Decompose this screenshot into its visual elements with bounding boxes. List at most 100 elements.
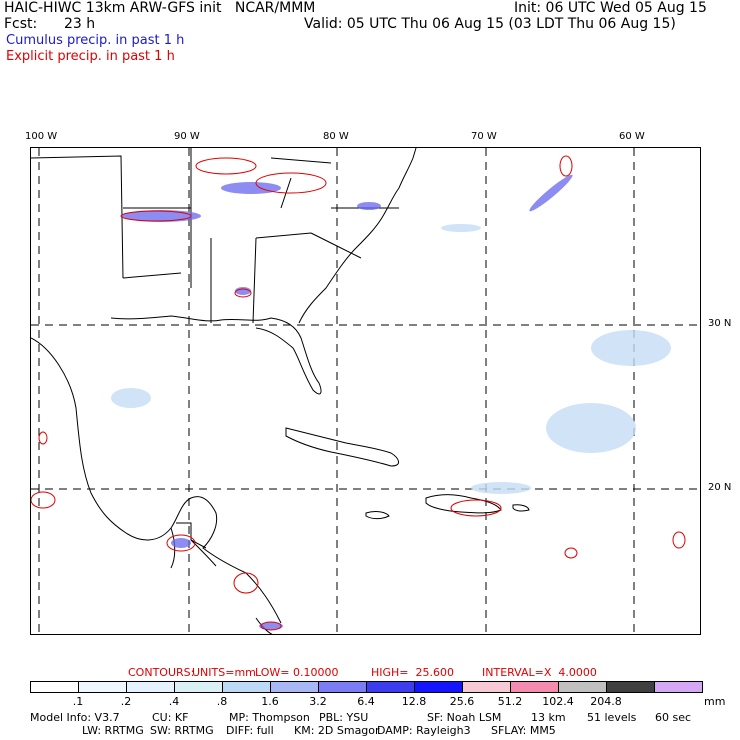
gulf-coast-usa bbox=[110, 315, 322, 395]
legend-explicit: Explicit precip. in past 1 h bbox=[6, 49, 175, 64]
lon-label-60w: 60 W bbox=[619, 131, 645, 142]
contours-low: LOW= 0.10000 bbox=[255, 666, 339, 679]
map-svg bbox=[31, 148, 700, 634]
state-borders bbox=[31, 148, 399, 324]
colorbar-tick-label: 6.4 bbox=[357, 695, 375, 708]
explicit-contour-georgia bbox=[234, 288, 252, 298]
explicit-contour-honduras bbox=[233, 572, 259, 594]
costa-rica-coast bbox=[255, 617, 273, 634]
light-precip-area-1 bbox=[591, 330, 671, 366]
colorbar-segment bbox=[414, 681, 463, 693]
colorbar-tick-label: .2 bbox=[120, 695, 132, 708]
lon-label-90w: 90 W bbox=[174, 131, 200, 142]
forecast-label: Fcst: bbox=[4, 16, 38, 32]
cumulus-cell-virginia bbox=[357, 202, 381, 210]
light-precip-area-4 bbox=[111, 388, 151, 408]
explicit-contour-ohio bbox=[255, 172, 327, 194]
cumulus-band-atlantic bbox=[529, 174, 573, 212]
contours-label: CONTOURS: bbox=[128, 666, 195, 679]
colorbar-tick-label: 204.8 bbox=[590, 695, 622, 708]
model-info-item: DIFF: full bbox=[226, 724, 274, 737]
explicit-contour-hispaniola bbox=[450, 499, 502, 517]
init-time: Init: 06 UTC Wed 05 Aug 15 bbox=[514, 0, 707, 16]
coastlines bbox=[31, 148, 530, 634]
light-precip-area-3 bbox=[441, 224, 481, 232]
colorbar-tick-label: 1.6 bbox=[261, 695, 279, 708]
model-info-item: PBL: YSU bbox=[319, 711, 369, 724]
valid-time: Valid: 05 UTC Thu 06 Aug 15 (03 LDT Thu … bbox=[304, 16, 676, 32]
cuba bbox=[285, 427, 399, 467]
model-info-item: DAMP: Rayleigh3 bbox=[377, 724, 471, 737]
cumulus-cell-georgia bbox=[235, 287, 251, 295]
light-precip-area-2 bbox=[546, 403, 636, 453]
precip-map bbox=[30, 147, 701, 635]
graticule bbox=[31, 148, 700, 634]
colorbar-segment bbox=[654, 681, 703, 693]
model-info-item: LW: RRTMG bbox=[82, 724, 144, 737]
contours-interval: INTERVAL=X 4.0000 bbox=[482, 666, 597, 679]
model-info-item: MP: Thompson bbox=[229, 711, 310, 724]
model-info-item: Model Info: V3.7 bbox=[30, 711, 120, 724]
explicit-contour-midwest bbox=[120, 210, 192, 222]
gulf-coast-mexico bbox=[31, 337, 282, 624]
contours-units: UNITS=mm bbox=[192, 666, 256, 679]
colorbar-tick-label: 25.6 bbox=[449, 695, 475, 708]
colorbar-segment bbox=[174, 681, 223, 693]
model-info-item: SFLAY: MM5 bbox=[491, 724, 556, 737]
explicit-precip-contours bbox=[31, 155, 686, 631]
colorbar-segment bbox=[606, 681, 655, 693]
model-info-item: KM: 2D Smagor bbox=[294, 724, 380, 737]
lat-label-20n: 20 N bbox=[708, 482, 732, 493]
model-info-item: 13 km bbox=[531, 711, 566, 724]
hispaniola bbox=[425, 494, 502, 514]
colorbar-segment bbox=[270, 681, 319, 693]
lat-label-30n: 30 N bbox=[708, 318, 732, 329]
colorbar-segment bbox=[78, 681, 127, 693]
model-title: HAIC-HIWC 13km ARW-GFS init NCAR/MMM bbox=[4, 0, 316, 16]
colorbar-segment bbox=[30, 681, 79, 693]
colorbar-segment bbox=[222, 681, 271, 693]
colorbar-segment bbox=[318, 681, 367, 693]
legend-cumulus: Cumulus precip. in past 1 h bbox=[6, 33, 185, 48]
colorbar-segment bbox=[126, 681, 175, 693]
colorbar-segment bbox=[462, 681, 511, 693]
lon-label-70w: 70 W bbox=[471, 131, 497, 142]
lon-label-80w: 80 W bbox=[323, 131, 349, 142]
lon-label-100w: 100 W bbox=[25, 131, 58, 142]
cumulus-band-ohio bbox=[221, 182, 281, 194]
colorbar-tick-label: 12.8 bbox=[401, 695, 427, 708]
explicit-contour-east bbox=[672, 531, 686, 549]
explicit-contour-indiana bbox=[195, 157, 257, 175]
colorbar-tick-label: .4 bbox=[168, 695, 180, 708]
model-info-item: SF: Noah LSM bbox=[427, 711, 502, 724]
explicit-contour-caribbean bbox=[564, 547, 578, 559]
model-info-item: 51 levels bbox=[587, 711, 637, 724]
explicit-contour-atlantic bbox=[559, 155, 573, 177]
puerto-rico bbox=[512, 504, 530, 512]
contours-high: HIGH= 25.600 bbox=[371, 666, 455, 679]
light-precip-area-5 bbox=[471, 482, 531, 494]
colorbar-segment bbox=[558, 681, 607, 693]
colorbar-tick-label: .8 bbox=[216, 695, 228, 708]
jamaica bbox=[365, 511, 390, 520]
colorbar-tick-label: 102.4 bbox=[542, 695, 574, 708]
colorbar-unit: mm bbox=[704, 695, 726, 708]
explicit-contour-mexico-1 bbox=[31, 491, 56, 509]
cumulus-cell-guatemala bbox=[171, 538, 191, 548]
explicit-contour-guatemala bbox=[166, 534, 196, 552]
model-info-item: 60 sec bbox=[655, 711, 692, 724]
colorbar-segment bbox=[366, 681, 415, 693]
forecast-hour: 23 h bbox=[64, 16, 96, 32]
explicit-contour-mexico-2 bbox=[38, 431, 48, 445]
explicit-contour-costa-rica bbox=[260, 621, 282, 631]
colorbar-segment bbox=[510, 681, 559, 693]
colorbar-tick-label: 51.2 bbox=[497, 695, 523, 708]
model-info-item: SW: RRTMG bbox=[150, 724, 214, 737]
east-coast-usa bbox=[298, 148, 417, 324]
model-info-item: CU: KF bbox=[152, 711, 189, 724]
colorbar-tick-label: 3.2 bbox=[309, 695, 327, 708]
cumulus-precip bbox=[121, 174, 573, 630]
colorbar-tick-label: .1 bbox=[72, 695, 84, 708]
cumulus-cell-costa-rica bbox=[259, 622, 283, 630]
cumulus-light-precip bbox=[111, 224, 671, 494]
